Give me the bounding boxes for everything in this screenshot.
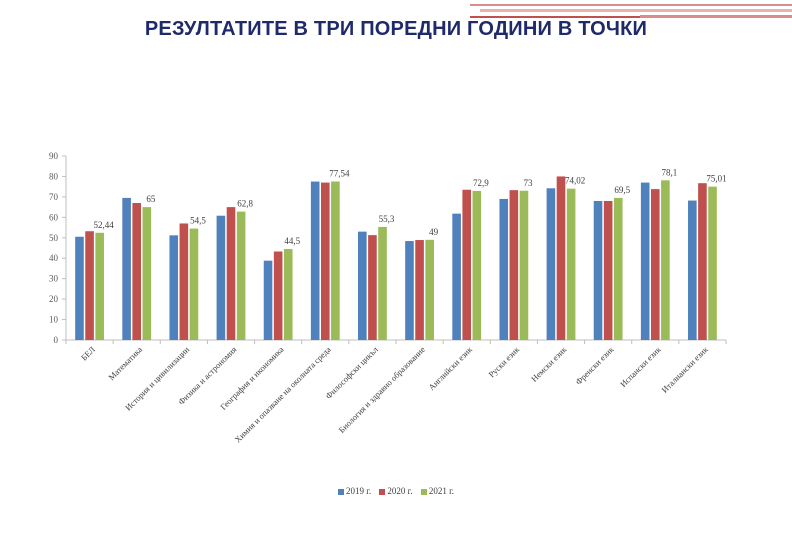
category-label: БЕЛ <box>79 344 97 362</box>
bar <box>320 182 330 340</box>
bar <box>169 235 179 340</box>
chart-bars <box>75 176 717 340</box>
bar <box>378 226 387 340</box>
category-label: Френски език <box>573 344 616 387</box>
data-label: 77,54 <box>329 168 350 178</box>
bar <box>415 240 424 340</box>
category-label: Руски език <box>486 344 522 380</box>
data-label: 52,44 <box>94 220 115 230</box>
bar <box>189 228 199 340</box>
bar <box>95 232 104 340</box>
bar <box>425 239 434 340</box>
category-label: Италиански език <box>659 344 710 395</box>
bar <box>661 180 670 340</box>
bar <box>283 249 293 340</box>
bar <box>122 197 131 340</box>
bar <box>708 186 717 340</box>
bar <box>603 200 613 340</box>
bar <box>509 190 519 340</box>
bar <box>142 207 152 340</box>
category-label: Биология и здравно образование <box>336 344 427 435</box>
chart-legend: 2019 г. 2020 г. 2021 г. <box>0 486 792 496</box>
bar <box>698 183 707 340</box>
bar <box>331 181 340 340</box>
y-tick-label: 30 <box>49 274 59 284</box>
bar <box>640 182 650 340</box>
legend-item-2021: 2021 г. <box>420 486 455 496</box>
y-tick-label: 20 <box>49 294 59 304</box>
legend-swatch-2021 <box>420 488 427 495</box>
bar <box>85 231 94 340</box>
bar <box>452 213 461 340</box>
data-label: 75,01 <box>706 174 726 184</box>
data-label: 62,8 <box>237 199 253 209</box>
data-label: 49 <box>429 227 439 237</box>
bar <box>358 231 367 340</box>
category-label: Математика <box>106 344 144 382</box>
bar <box>236 211 246 340</box>
y-tick-label: 0 <box>54 335 59 345</box>
bar <box>593 200 603 340</box>
legend-label-2019: 2019 г. <box>345 486 372 496</box>
data-label: 73 <box>523 178 533 188</box>
legend-swatch-2020 <box>379 488 386 495</box>
bar <box>546 188 556 340</box>
bar <box>499 198 509 340</box>
slide-title: РЕЗУЛТАТИТЕ В ТРИ ПОРЕДНИ ГОДИНИ В ТОЧКИ <box>144 18 648 40</box>
data-label: 74,02 <box>565 176 585 186</box>
bar <box>263 260 273 340</box>
bar <box>650 189 660 340</box>
y-tick-label: 60 <box>49 212 59 222</box>
y-tick-label: 90 <box>49 151 59 161</box>
bar <box>556 176 566 340</box>
y-tick-label: 80 <box>49 171 59 181</box>
y-tick-label: 40 <box>49 253 59 263</box>
data-label: 65 <box>146 194 156 204</box>
y-tick-label: 50 <box>49 233 59 243</box>
bar <box>613 197 623 340</box>
legend-label-2020: 2020 г. <box>387 486 413 496</box>
bar <box>368 235 377 340</box>
bar <box>179 223 189 340</box>
legend-item-2019: 2019 г. <box>337 486 372 496</box>
bar <box>310 181 320 340</box>
category-label: Испански език <box>618 344 663 389</box>
data-label: 72,9 <box>473 178 489 188</box>
bar <box>688 200 697 340</box>
header-decoration <box>470 4 792 18</box>
bar <box>462 189 472 340</box>
legend-item-2020: 2020 г. <box>379 486 413 496</box>
y-tick-label: 70 <box>49 192 59 202</box>
bar <box>472 190 482 340</box>
category-label: Химия и опазване на околната среда <box>232 344 332 444</box>
data-label: 55,3 <box>379 214 395 224</box>
bar <box>405 241 414 340</box>
legend-label-2021: 2021 г. <box>428 486 455 496</box>
category-label: Английски език <box>426 344 474 392</box>
bar <box>216 215 226 340</box>
bar <box>226 207 236 340</box>
bar <box>566 188 576 340</box>
bar <box>519 190 529 340</box>
data-label: 69,5 <box>614 185 630 195</box>
y-tick-label: 10 <box>49 315 59 325</box>
legend-swatch-2019 <box>337 488 344 495</box>
data-label: 54,5 <box>190 216 206 226</box>
data-label: 44,5 <box>284 236 300 246</box>
bar <box>132 203 142 340</box>
bar <box>273 251 283 340</box>
category-label: Немски език <box>529 344 569 384</box>
data-label: 78,1 <box>662 167 678 177</box>
bar <box>75 236 84 340</box>
chart-data-labels: 52,44 65 54,5 62,8 44,5 77,54 55,3 49 72,9 73 74,0… <box>94 167 727 246</box>
